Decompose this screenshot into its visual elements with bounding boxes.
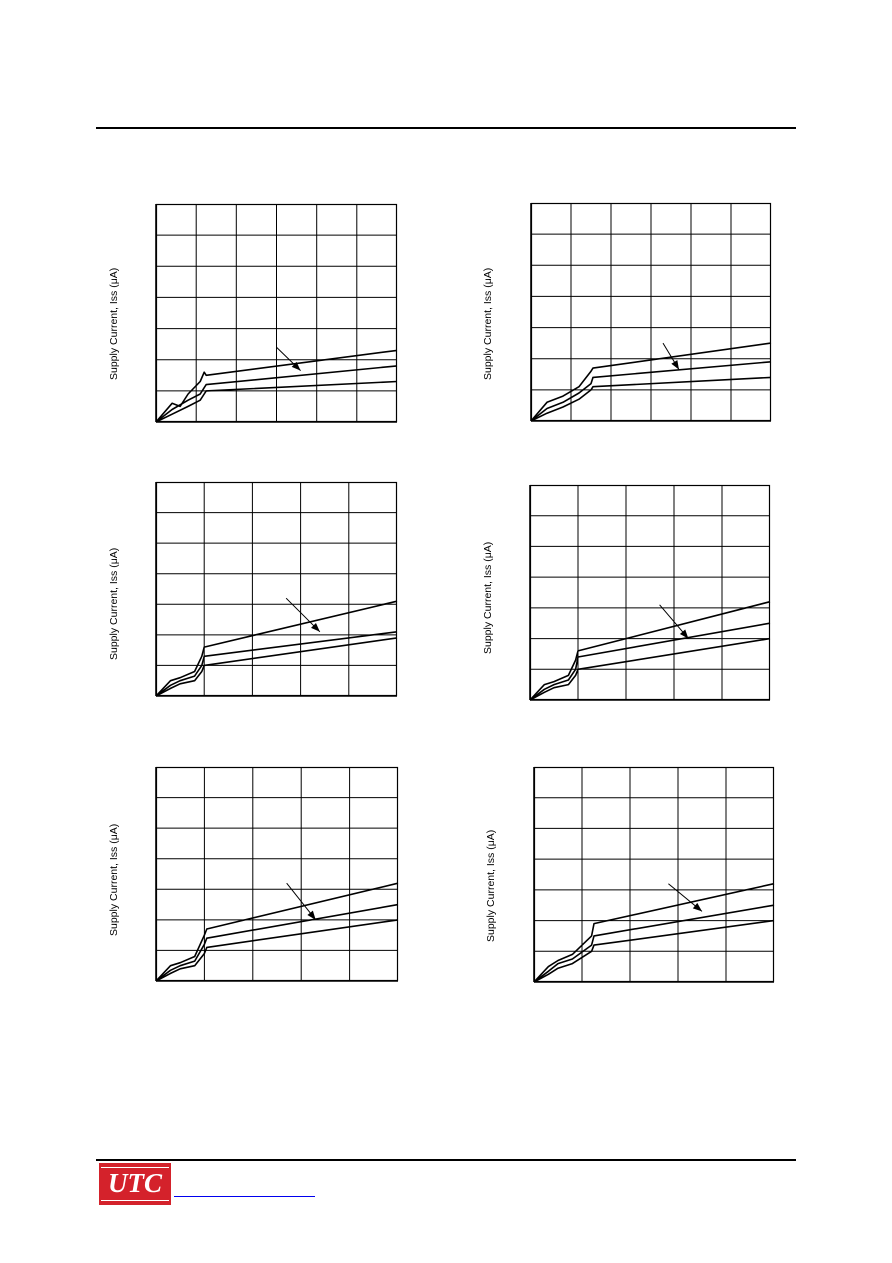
series-line-1 [530,342,772,422]
series-line-3 [155,637,398,697]
series-line-1 [529,600,771,701]
y-axis-label: Supply Current, Iss (μA) [482,267,494,380]
plot-frame [529,484,771,701]
annotation-arrow-head [311,622,320,632]
y-axis-label: Supply Current, Iss (μA) [108,823,120,936]
series-line-1 [155,349,398,423]
chart-2 [530,202,772,422]
chart-4 [529,484,771,701]
annotation-arrow-head [671,360,679,370]
series-line-3 [155,919,399,982]
plot-frame [155,766,399,982]
y-axis-label: Supply Current, Iss (μA) [108,267,120,380]
logo-text: UTC [108,1168,162,1198]
series-line-3 [529,637,771,701]
y-axis-label: Supply Current, Iss (μA) [108,547,120,660]
series-line-2 [529,622,771,701]
chart-6 [533,766,775,983]
chart-5 [155,766,399,982]
series-line-3 [530,376,772,422]
series-line-1 [533,882,775,983]
series-line-2 [530,361,772,422]
plot-frame [533,766,775,983]
footer-rule [96,1159,796,1161]
logo-bottom-stripe [101,1200,169,1201]
annotation-arrow-head [679,629,689,639]
annotation-arrow-head [692,902,702,912]
y-axis-label: Supply Current, Iss (μA) [482,541,494,654]
series-line-2 [155,631,398,697]
series-line-2 [533,904,775,983]
utc-logo: UTC [99,1163,171,1205]
series-line-1 [155,600,398,697]
plot-frame [155,481,398,697]
logo-top-stripe [101,1167,169,1168]
chart-3 [155,481,398,697]
website-link-underline[interactable] [174,1196,315,1197]
y-axis-label: Supply Current, Iss (μA) [485,829,497,942]
series-line-2 [155,365,398,423]
annotation-arrow-head [307,910,316,920]
series-line-3 [533,919,775,983]
annotation-arrow-head [291,361,301,371]
series-line-1 [155,882,399,982]
series-line-2 [155,903,399,982]
chart-1 [155,203,398,423]
series-line-3 [155,380,398,423]
header-rule [96,127,796,129]
